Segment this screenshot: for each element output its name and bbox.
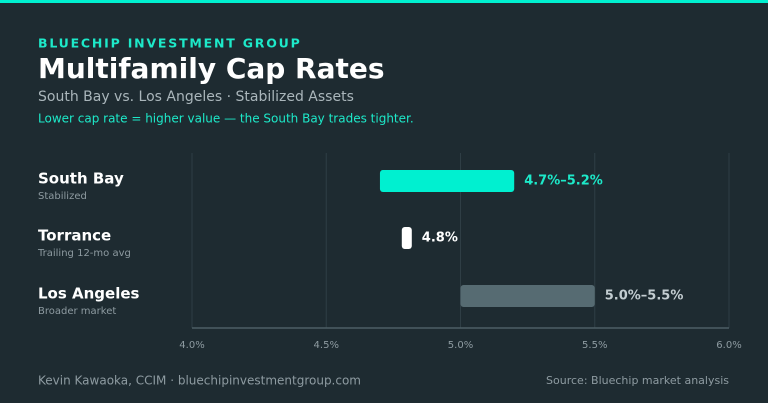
annotation: Lower cap rate = higher value — the Sout…: [38, 112, 414, 126]
range-bar: [379, 170, 515, 192]
category-note: Trailing 12-mo avg: [37, 248, 131, 259]
category-label: Torrance: [38, 227, 111, 245]
x-tick-label: 4.5%: [314, 340, 339, 351]
category-label: South Bay: [38, 170, 124, 188]
category-label: Los Angeles: [38, 285, 140, 303]
x-tick-label: 5.5%: [582, 340, 607, 351]
x-tick-label: 4.0%: [179, 340, 204, 351]
value-label: 4.8%: [422, 231, 458, 246]
top-accent: [0, 0, 768, 3]
footer-left: Kevin Kawaoka, CCIM · bluechipinvestment…: [38, 374, 361, 388]
range-bar: [401, 227, 412, 249]
x-tick-label: 5.0%: [448, 340, 473, 351]
value-label: 5.0%–5.5%: [605, 289, 684, 304]
brand: BLUECHIP INVESTMENT GROUP: [38, 36, 302, 51]
category-note: Broader market: [38, 306, 116, 317]
value-label: 4.7%–5.2%: [524, 174, 603, 189]
category-note: Stabilized: [38, 191, 87, 202]
range-bar: [460, 285, 595, 307]
x-tick-label: 6.0%: [716, 340, 741, 351]
chart-title: Multifamily Cap Rates: [38, 52, 385, 85]
subtitle: South Bay vs. Los Angeles · Stabilized A…: [38, 89, 354, 105]
footer-right: Source: Bluechip market analysis: [546, 374, 729, 387]
